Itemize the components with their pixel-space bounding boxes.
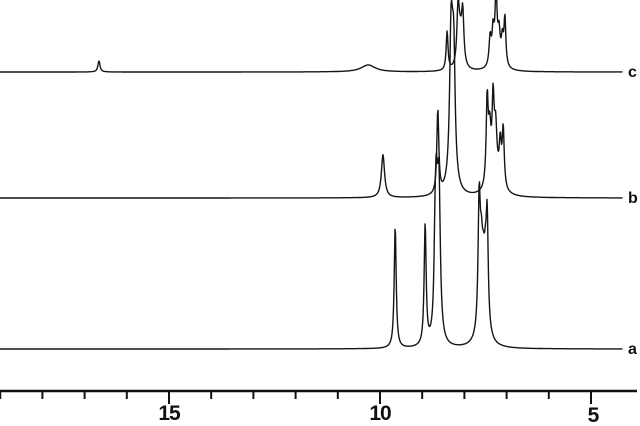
x-tick-label-15: 15 (158, 402, 181, 425)
spectrum-c-trace (0, 0, 623, 73)
spectrum-label-a: a (628, 341, 637, 358)
x-axis: 15 10 5 (0, 389, 637, 426)
spectrum-label-b: b (628, 190, 638, 207)
x-axis-ticks (0, 391, 592, 404)
spectrum-label-c: c (628, 64, 637, 81)
x-tick-label-10: 10 (369, 402, 391, 425)
spectrum-a-trace (0, 152, 623, 350)
spectrum-b-trace (0, 0, 623, 199)
x-tick-label-5: 5 (588, 404, 600, 426)
